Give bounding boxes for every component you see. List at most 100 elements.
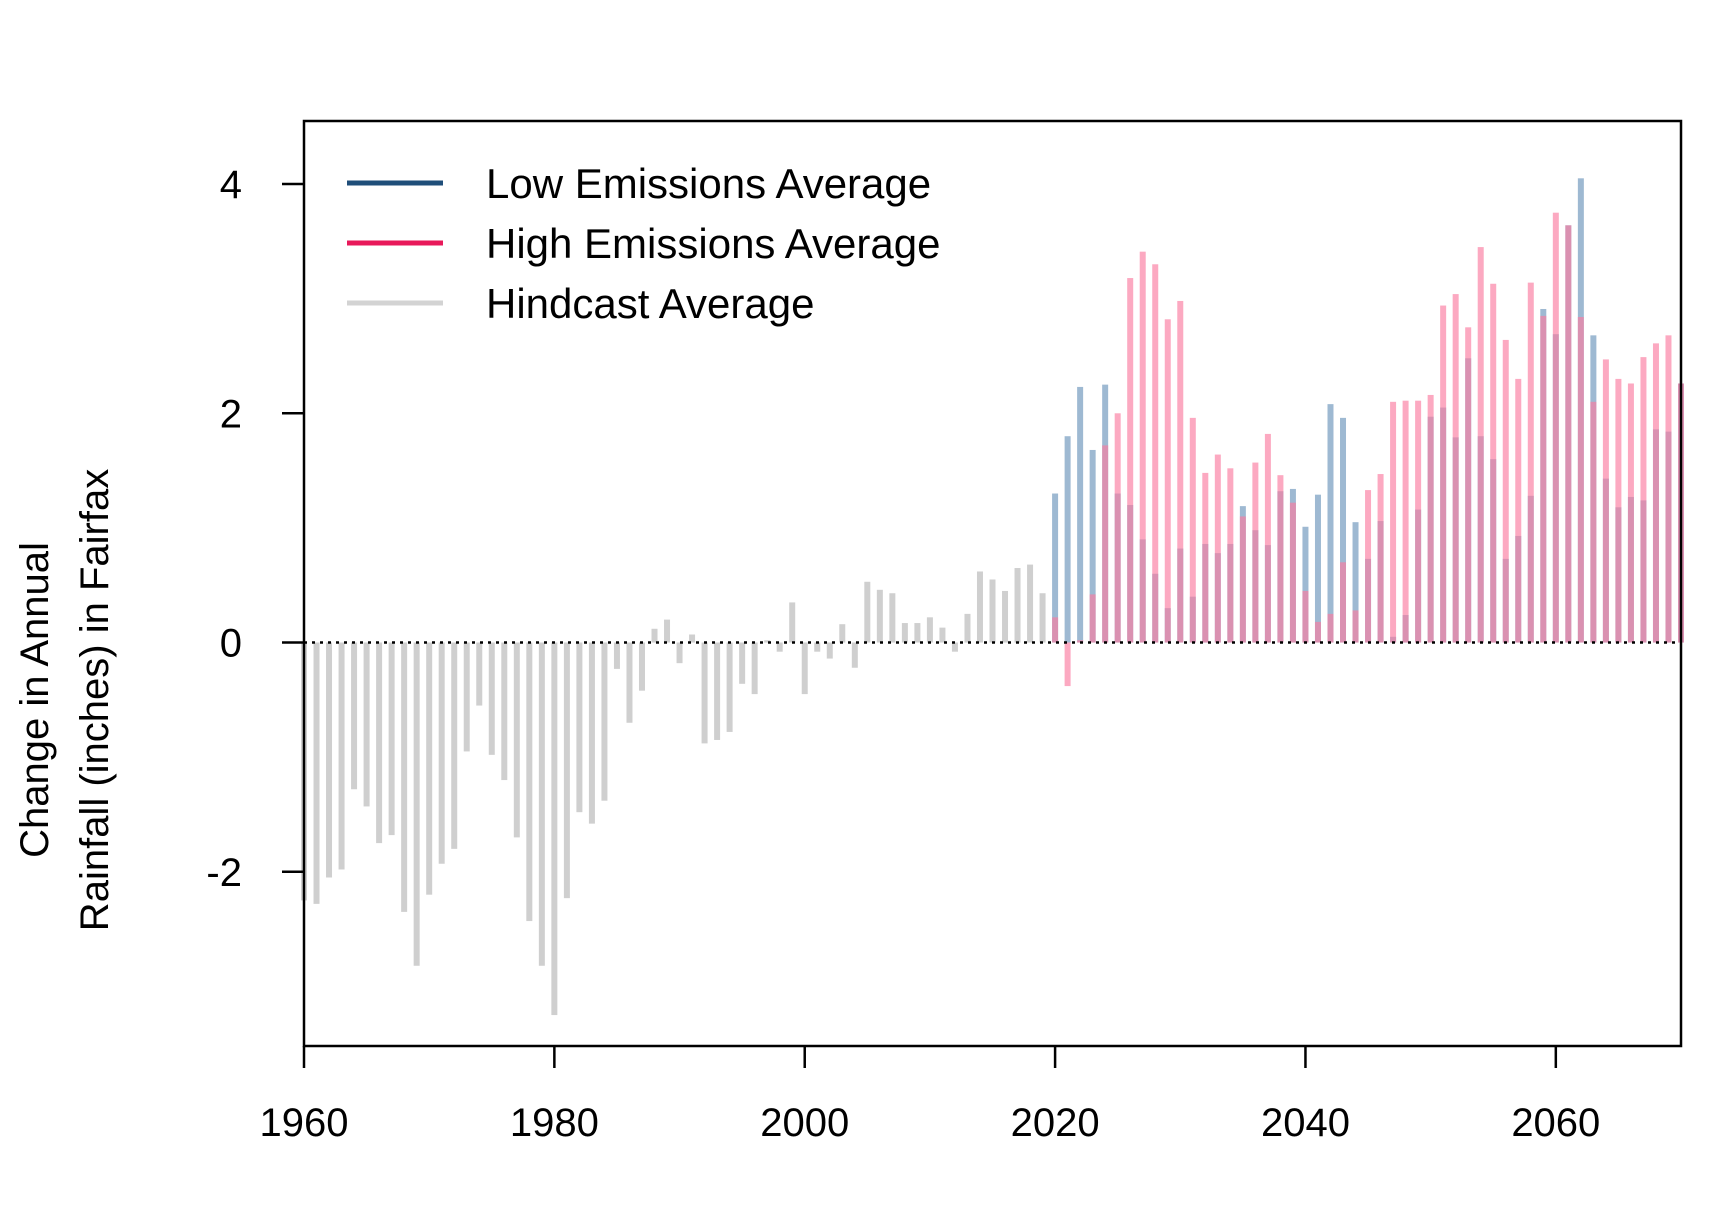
high-emissions-average-bar-2031 <box>1189 417 1196 643</box>
high-emissions-average-bar-2047 <box>1390 401 1397 643</box>
high-emissions-average-bar-2055 <box>1490 283 1497 643</box>
high-emissions-average-bar-2028 <box>1152 264 1159 643</box>
y-axis-title-line-2: Rainfall (inches) in Fairfax <box>73 469 117 931</box>
high-emissions-average-bar-2037 <box>1264 433 1271 643</box>
hindcast-average-bar-1992 <box>701 642 708 744</box>
hindcast-average-bar-1983 <box>588 642 595 824</box>
low-emissions-average-bar-2043 <box>1340 417 1347 643</box>
hindcast-average-bar-1966 <box>376 642 383 844</box>
hindcast-average-bar-1963 <box>338 642 345 870</box>
hindcast-average-bar-1980 <box>551 642 558 1016</box>
hindcast-average-bar-1974 <box>476 642 483 706</box>
high-emissions-average-bar-2067 <box>1640 357 1647 643</box>
high-emissions-average-bar-2058 <box>1527 282 1534 643</box>
hindcast-average-bar-2012 <box>951 642 958 652</box>
hindcast-average-bar-2019 <box>1039 593 1046 643</box>
y-tick-label-0: 0 <box>220 622 242 666</box>
high-emissions-average-bar-2060 <box>1552 212 1559 643</box>
high-emissions-average-bar-2020 <box>1052 617 1059 643</box>
x-tick-label-1960: 1960 <box>260 1101 349 1145</box>
high-emissions-average-bar-2050 <box>1427 394 1434 643</box>
low-emissions-average-bar-2021 <box>1064 436 1071 643</box>
hindcast-average-bar-1979 <box>538 642 545 966</box>
high-emissions-average-bar-2056 <box>1502 339 1509 643</box>
y-axis: -2 0 2 4 <box>206 163 304 895</box>
high-emissions-average-bar-2024 <box>1102 445 1109 643</box>
hindcast-average-bar-2018 <box>1027 564 1034 643</box>
hindcast-average-bar-1981 <box>563 642 570 899</box>
high-emissions-average-bar-2048 <box>1402 400 1409 643</box>
low-emissions-average-bar-2022 <box>1077 386 1084 643</box>
high-emissions-average-bar-2041 <box>1314 621 1321 643</box>
hindcast-average-bar-1967 <box>388 642 395 836</box>
high-emissions-average-bar-2042 <box>1327 613 1334 643</box>
hindcast-average-bar-1990 <box>676 642 683 664</box>
high-emissions-average-bar-2063 <box>1590 401 1597 643</box>
high-emissions-average-bar-2049 <box>1415 400 1422 643</box>
high-emissions-average-bar-2052 <box>1452 294 1459 643</box>
hindcast-average-bar-2015 <box>989 579 996 643</box>
hindcast-average-bar-1976 <box>501 642 508 781</box>
high-emissions-average-bar-2054 <box>1477 247 1484 643</box>
hindcast-average-bar-1970 <box>426 642 433 895</box>
hindcast-average-bar-2003 <box>839 624 846 643</box>
hindcast-average-bar-2006 <box>876 589 883 643</box>
hindcast-average-bar-1984 <box>601 642 608 801</box>
legend: Low Emissions Average High Emissions Aver… <box>347 160 940 327</box>
x-axis: 1960 1980 2000 2020 2040 2060 <box>260 1046 1600 1145</box>
hindcast-average-bar-2001 <box>814 642 821 652</box>
y-tick-label-4: 4 <box>220 163 242 207</box>
low-emissions-average-bar-2023 <box>1089 449 1096 643</box>
hindcast-average-bar-2011 <box>939 627 946 643</box>
hindcast-average-bar-1961 <box>313 642 320 904</box>
hindcast-average-bar-1993 <box>714 642 721 740</box>
high-emissions-average-bar-2046 <box>1377 474 1384 643</box>
high-emissions-average-bar-2039 <box>1289 502 1296 643</box>
y-axis-title-line-1: Change in Annual <box>13 542 57 858</box>
hindcast-average-bar-1968 <box>401 642 408 912</box>
hindcast-average-bar-2007 <box>889 593 896 643</box>
hindcast-average-bar-1999 <box>789 602 796 643</box>
x-tick-label-2000: 2000 <box>760 1101 849 1145</box>
high-emissions-average-bar-2059 <box>1540 315 1547 643</box>
high-emissions-average-bar-2023 <box>1089 594 1096 643</box>
low-emissions-average-bar-2042 <box>1327 404 1334 643</box>
hindcast-average-bar-2005 <box>864 581 871 643</box>
high-emissions-average-bar-2045 <box>1365 490 1372 643</box>
high-emissions-average-bar-2025 <box>1114 413 1121 643</box>
high-emissions-average-bar-2043 <box>1340 562 1347 643</box>
high-emissions-average-bar-2026 <box>1127 278 1134 643</box>
hindcast-average-bar-1995 <box>739 642 746 684</box>
low-emissions-average-bar-2041 <box>1314 494 1321 643</box>
y-axis-title: Change in Annual <box>13 542 57 858</box>
high-emissions-average-bar-2029 <box>1164 319 1171 643</box>
hindcast-average-bar-1978 <box>526 642 533 922</box>
high-emissions-average-bar-2053 <box>1465 327 1472 643</box>
hindcast-average-bar-2016 <box>1002 590 1009 643</box>
high-emissions-average-bar-2033 <box>1214 454 1221 643</box>
low-emissions-average-bar-2044 <box>1352 522 1359 643</box>
hindcast-average-bar-1982 <box>576 642 583 813</box>
high-emissions-average-bar-2061 <box>1565 225 1572 643</box>
hindcast-average-bar-1998 <box>776 642 783 652</box>
hindcast-average-bar-1991 <box>689 634 696 643</box>
hindcast-average-bar-1964 <box>351 642 358 790</box>
high-emissions-average-bar-2034 <box>1227 468 1234 643</box>
high-emissions-average-bar-2064 <box>1602 359 1609 643</box>
y-tick-label--2: -2 <box>206 851 242 895</box>
x-tick-label-2040: 2040 <box>1261 1101 1350 1145</box>
hindcast-average-bar-1997 <box>764 640 771 643</box>
high-emissions-average-bar-2065 <box>1615 378 1622 643</box>
x-tick-label-2020: 2020 <box>1011 1101 1100 1145</box>
hindcast-average-bar-2010 <box>926 617 933 643</box>
hindcast-average-bar-2000 <box>801 642 808 695</box>
high-emissions-average-bar-2066 <box>1627 383 1634 643</box>
high-emissions-average-bar-2032 <box>1202 472 1209 643</box>
high-emissions-average-bar-2069 <box>1665 335 1672 643</box>
hindcast-average-bar-1985 <box>613 642 620 669</box>
high-emissions-average-bar-2044 <box>1352 610 1359 643</box>
hindcast-average-bar-1972 <box>451 642 458 849</box>
legend-label-high-emissions-average: High Emissions Average <box>486 220 940 267</box>
hindcast-average-bar-1977 <box>513 642 520 838</box>
hindcast-average-bar-1989 <box>664 619 671 643</box>
